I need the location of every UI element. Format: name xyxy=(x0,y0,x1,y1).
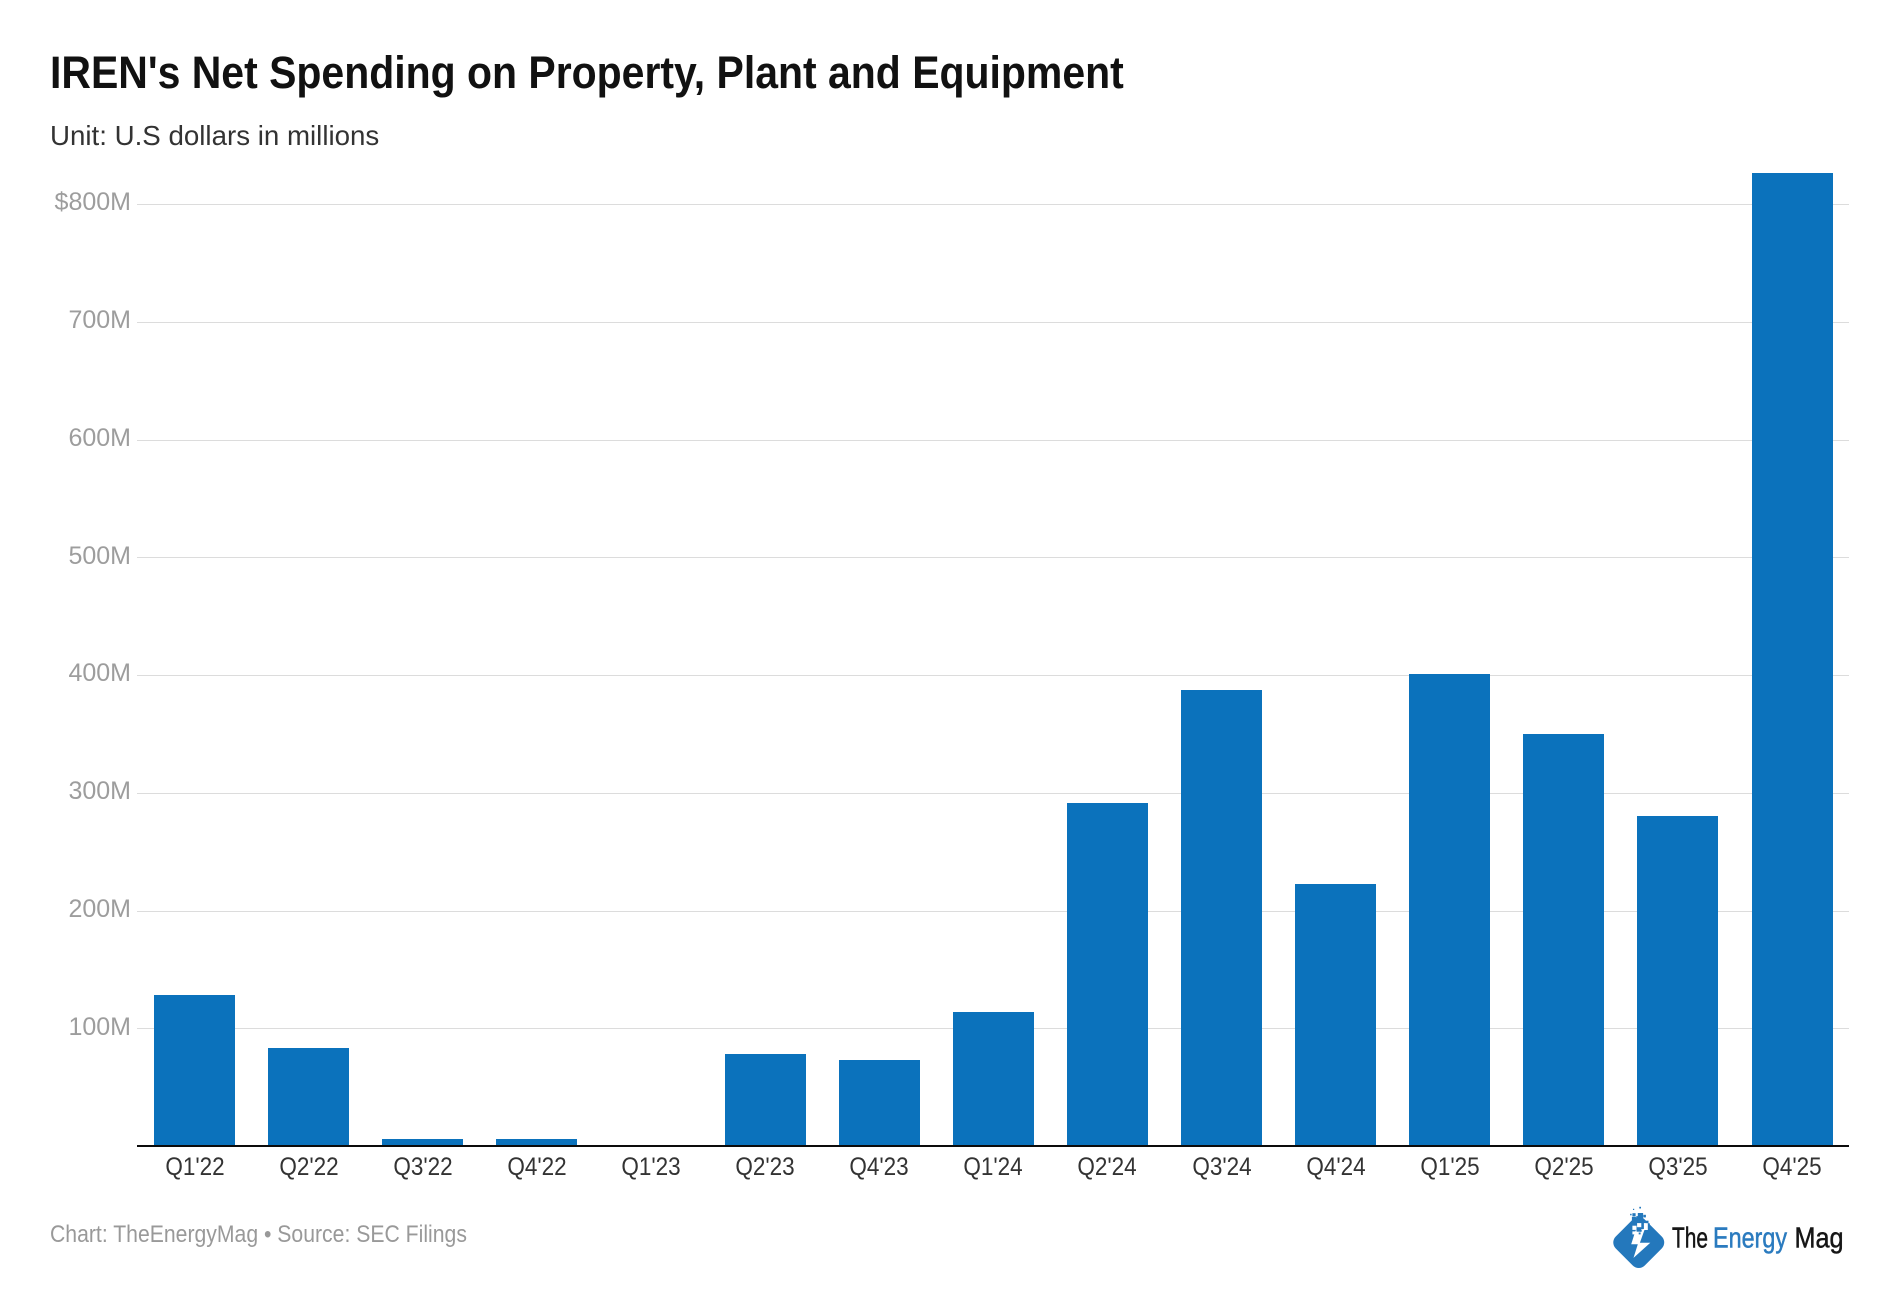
svg-text:The: The xyxy=(1672,1223,1708,1255)
svg-text:Energy: Energy xyxy=(1713,1223,1787,1255)
svg-text:Mag: Mag xyxy=(1795,1223,1844,1255)
